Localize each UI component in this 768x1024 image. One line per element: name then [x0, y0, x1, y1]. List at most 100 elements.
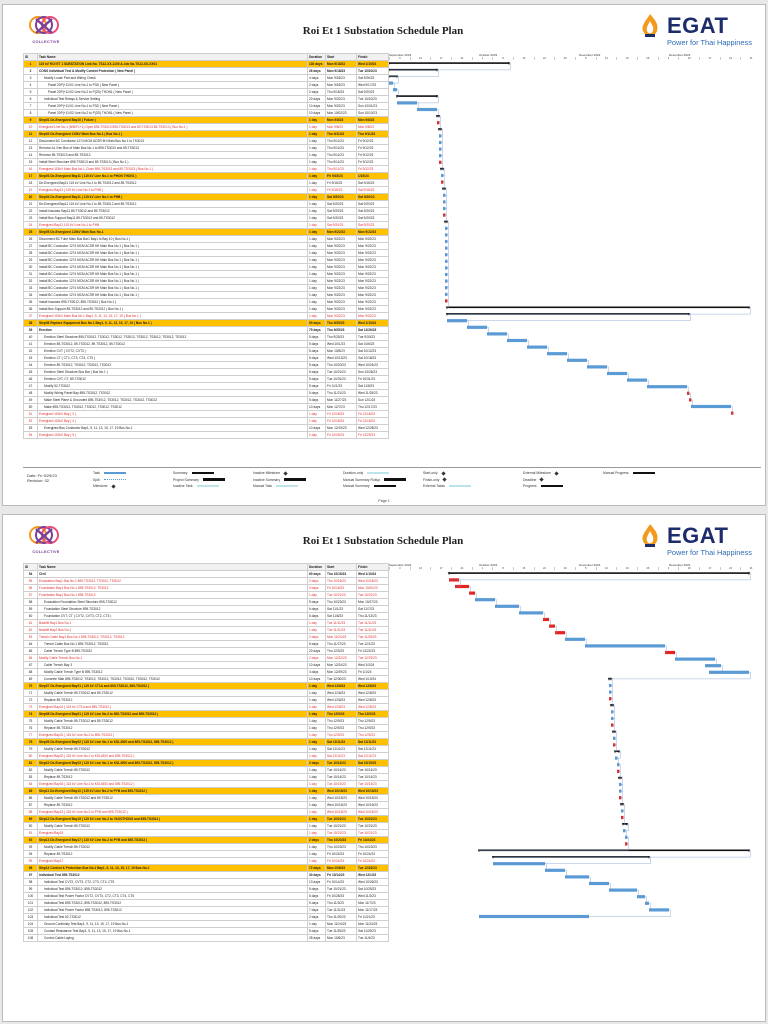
gantt-bar[interactable]: [555, 630, 565, 634]
task-row[interactable]: 94 Replace 89-TS3012 1 day Fri 10/24/23 Fri …: [23, 850, 389, 858]
task-row[interactable]: 27 Install BC Conductor 1274 MCM ACSR 6H …: [23, 242, 389, 250]
gantt-bar[interactable]: [609, 703, 615, 707]
task-row[interactable]: 98 Individual Test CVT2, CVT3, CT2, CT3, …: [23, 878, 389, 886]
task-row[interactable]: 74 Step08 De-Energized Bay01 ( 115 kV Lin…: [23, 710, 389, 718]
gantt-bar[interactable]: [437, 127, 443, 131]
gantt-bar[interactable]: [519, 610, 543, 615]
gantt-bar[interactable]: [417, 107, 437, 111]
task-row[interactable]: 41 Erection 89-TS3012, 89-TS3012, 89-TS30…: [23, 340, 389, 348]
task-row[interactable]: 9 Step01 De-Energized Bay10 ( Future ) 1 d…: [23, 116, 389, 124]
task-row[interactable]: 26 Disconnect BC Tube Main Bus Bar1 Bay1 …: [23, 235, 389, 243]
task-row[interactable]: 47 Modify 52-TS3012 5 days Fri 11/1/23 Sat 1…: [23, 382, 389, 390]
task-row[interactable]: 19 Energized Bay11 ( 115 kV Line No.1 to …: [23, 186, 389, 194]
task-row[interactable]: 57 Foundation Bay1 Bus No.1 895-TS3012 1 d…: [23, 591, 389, 599]
gantt-bar[interactable]: [665, 650, 675, 654]
gantt-bar[interactable]: [545, 868, 565, 872]
task-row[interactable]: 96 Step14 Control & Protection Bus No.1 B…: [23, 864, 389, 872]
task-row[interactable]: 2 CONS Individual Test & Modify Control P…: [23, 67, 389, 75]
task-row[interactable]: 10 Energized Line No.1 (N/B/F1+1) Open 89…: [23, 123, 389, 131]
task-row[interactable]: 68 Modify Cable Trench Type B 895-TS3012 4…: [23, 668, 389, 676]
task-row[interactable]: 16 Energized 115kV Main Bus No.1 Close 89…: [23, 165, 389, 173]
task-row[interactable]: 72 Replace 89-TS3012 1 day Wed 12/8/23 Wed 1…: [23, 696, 389, 704]
task-row[interactable]: 30 Install BC Conductor 1274 MCM ACSR 6H …: [23, 263, 389, 271]
task-row[interactable]: 99 Individual Test 895-TS3012, 895-TS3012…: [23, 885, 389, 893]
task-row[interactable]: 79 Modify Cable Trench 89-TS3012 1 day Sat …: [23, 745, 389, 753]
gantt-bar[interactable]: [621, 822, 629, 826]
gantt-bar[interactable]: [389, 68, 439, 72]
task-row[interactable]: 100 Individual Test Power Factor CVT2, CV…: [23, 892, 389, 900]
gantt-bar[interactable]: [443, 220, 449, 224]
task-row[interactable]: 43 Erection CT ( CT2, CT3, CT4, CT5 ) 5 da…: [23, 354, 389, 362]
task-row[interactable]: 87 Replace 89-TS3012 1 day Wed 10/15/23 Wed …: [23, 801, 389, 809]
task-row[interactable]: 35 Install Insulator 895-TS3012, 895-TS30…: [23, 298, 389, 306]
task-row[interactable]: 56 Foundation Bay1 Bus No.1 895-TS3012, T…: [23, 584, 389, 592]
task-row[interactable]: 21 De-Energized Bay11 115 kV Line No.1 to…: [23, 200, 389, 208]
task-row[interactable]: 64 Trench Cable Bus No.1 895-TS3012, TS30…: [23, 640, 389, 648]
gantt-bar[interactable]: [691, 404, 731, 408]
task-row[interactable]: 29 Install BC Conductor 1274 MCM ACSR 6H …: [23, 256, 389, 264]
task-row[interactable]: 84 Energized Bay03 ( 115 kV Line No.1 to …: [23, 780, 389, 788]
gantt-bar[interactable]: [527, 345, 547, 349]
task-row[interactable]: 20 Step04 De-Energized Bay11 ( 115 kV Lin…: [23, 193, 389, 201]
task-row[interactable]: 89 Step12 De-Energized Bay15 ( 115 kV Lin…: [23, 815, 389, 823]
task-row[interactable]: 14 Remove 89-TS3013 and 89-TS3013 1 day Thu…: [23, 151, 389, 159]
gantt-bar[interactable]: [393, 87, 397, 91]
task-row[interactable]: 65 Cable Trench Type B 895-TS3012 20 days T…: [23, 647, 389, 655]
task-row[interactable]: 88 Energized Bay13 ( 115 kV Line No.2 to …: [23, 808, 389, 816]
task-row[interactable]: 42 Erection CVT ( CVT2, CVT3 ) 5 days Mon 1…: [23, 347, 389, 355]
gantt-bar[interactable]: [491, 855, 651, 859]
gantt-bar[interactable]: [435, 114, 441, 118]
gantt-bar[interactable]: [455, 584, 469, 588]
task-row[interactable]: 106 Control Cable Laying 28 days Mon 10/6/2…: [23, 934, 389, 942]
task-row[interactable]: 23 Install Bus Support Bay11 89-TS3012 an…: [23, 214, 389, 222]
gantt-bar[interactable]: [487, 331, 507, 336]
gantt-bar[interactable]: [547, 351, 567, 355]
task-row[interactable]: 11 Step02 De-Energized 115kV Main Bus No.…: [23, 130, 389, 138]
task-row[interactable]: 90 Modify Cable Trench 89-TS3012 1 day Tue …: [23, 822, 389, 830]
task-row[interactable]: 76 Replace 89-TS3012 1 day Thu 12/9/23 Thu 1…: [23, 724, 389, 732]
task-row[interactable]: 70 Step07 De-Energized Bay01 ( 115 kV CT1…: [23, 682, 389, 690]
task-row[interactable]: 66 Modify Cable Trench Bus No.1 2 days Mon …: [23, 654, 389, 662]
task-row[interactable]: 101 Individual Test 895-TS3012, 895-TS301…: [23, 899, 389, 907]
task-row[interactable]: 55 Excavation Bay1 Bus No.1 895-TS3012, T…: [23, 577, 389, 585]
task-row[interactable]: 6 Individual Test Relays & Service Settin…: [23, 95, 389, 103]
task-row[interactable]: 95 Energized Bay17 1 day Fri 10/24/23 Fri 10…: [23, 857, 389, 865]
gantt-bar[interactable]: [495, 604, 519, 608]
task-row[interactable]: 78 Step09 De-Energized Bay02 ( 115 kV Lin…: [23, 738, 389, 746]
task-row[interactable]: 25 Step05 De-Energized 115kV Main Bus No.…: [23, 228, 389, 236]
gantt-bar[interactable]: [617, 776, 623, 780]
task-row[interactable]: 34 Install BC Conductor 1274 MCM ACSR 6H …: [23, 291, 389, 299]
task-row[interactable]: 77 Energized Bay01 ( 115 kV Line No.2 to …: [23, 731, 389, 739]
gantt-bar[interactable]: [565, 874, 589, 879]
task-row[interactable]: 12 Disconnect BC Conductor 1274 MCM ACSR …: [23, 137, 389, 145]
task-row[interactable]: 51 Energized 115kV Bay ( 3 ) 1 day Fri 12/1…: [23, 410, 389, 418]
task-row[interactable]: 17 Step03 De-Energized Bay11 ( 115 kV Lin…: [23, 172, 389, 180]
task-row[interactable]: 5 Panel 20P(+11/X2 Line No.2 to P(2D) THO…: [23, 88, 389, 96]
task-row[interactable]: 52 Energized 115kV Bay ( 4 ) 1 day Fri 12/1…: [23, 417, 389, 425]
task-row[interactable]: 37 Energized 115kV Main Bus No.1 Bay1, 9,…: [23, 312, 389, 320]
gantt-bar[interactable]: [585, 643, 665, 648]
task-row[interactable]: 75 Modify Cable Trench 89-TS3012 and 89-T…: [23, 717, 389, 725]
gantt-bar[interactable]: [475, 597, 495, 601]
gantt-bar[interactable]: [587, 364, 607, 369]
gantt-bar[interactable]: [627, 378, 647, 382]
gantt-bar[interactable]: [441, 187, 447, 191]
task-row[interactable]: 4 Panel 20P(+11/X1 Line No.1 to P3D ( New…: [23, 81, 389, 89]
gantt-bar[interactable]: [549, 624, 555, 628]
task-row[interactable]: 59 Foundation Steel Structure 895-TS3012 6…: [23, 605, 389, 613]
task-row[interactable]: 80 Energized Bay02 ( 115 kV Line No.1 to …: [23, 752, 389, 760]
task-row[interactable]: 50 Make 895-TS3012, TS3012, TS3012, TS301…: [23, 403, 389, 411]
task-row[interactable]: 45 Erection Steel Structure Bus Bar ( Bus…: [23, 368, 389, 376]
gantt-bar[interactable]: [389, 75, 399, 78]
task-row[interactable]: 46 Erection CVT, CT, 89-TS3012 5 days Tue 1…: [23, 375, 389, 383]
task-row[interactable]: 38 Step06 Replace Equipment Bus No.1 Bay1…: [23, 319, 389, 327]
gantt-bar[interactable]: [613, 750, 621, 753]
gantt-bar[interactable]: [709, 670, 749, 674]
gantt-bar[interactable]: [589, 881, 609, 885]
task-row[interactable]: 3 Modify Loose Part and Wiring Check 4 day…: [23, 74, 389, 82]
task-row[interactable]: 1 115 kV ROI ET 1 SUBSTATION Link No. TS1…: [23, 60, 389, 68]
task-row[interactable]: 28 Install BC Conductor 1274 MCM ACSR 6H …: [23, 249, 389, 257]
task-row[interactable]: 32 Install BC Conductor 1274 MCM ACSR 6H …: [23, 277, 389, 285]
task-row[interactable]: 86 Modify Cable Trench 89-TS3012 and 89-T…: [23, 794, 389, 802]
gantt-bar[interactable]: [607, 371, 627, 375]
